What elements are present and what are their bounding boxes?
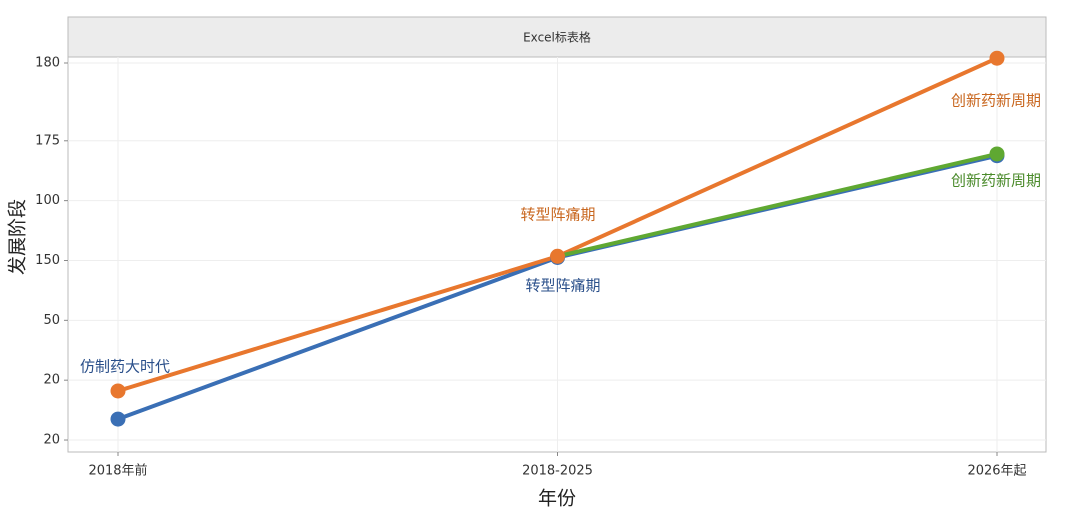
y-tick-label: 20 (43, 433, 60, 448)
y-tick-label: 180 (35, 55, 60, 70)
point (110, 411, 126, 427)
annotation: 创新药新周期 (951, 172, 1041, 190)
annotation: 仿制药大时代 (80, 358, 170, 376)
chart-title: Excel标表格 (523, 30, 591, 45)
annotation: 转型阵痛期 (520, 206, 595, 224)
x-tick-label: 2018年前 (88, 463, 147, 479)
point (989, 146, 1005, 162)
header-strip (67, 16, 1047, 58)
annotation: 创新药新周期 (951, 92, 1041, 110)
point (989, 50, 1005, 66)
y-tick-label: 50 (43, 313, 60, 328)
annotation: 转型阵痛期 (525, 277, 600, 295)
x-axis-label: 年份 (538, 488, 576, 510)
y-tick-label: 175 (35, 133, 60, 148)
point (110, 383, 126, 399)
y-axis-label: 发展阶段 (7, 199, 29, 275)
x-tick-label: 2018-2025 (522, 464, 593, 479)
series-line (555, 151, 999, 259)
y-tick-label: 20 (43, 373, 60, 388)
y-tick-label: 100 (35, 193, 60, 208)
point (550, 248, 565, 264)
y-tick-label: 150 (35, 253, 60, 268)
x-tick-label: 2026年起 (967, 464, 1026, 479)
